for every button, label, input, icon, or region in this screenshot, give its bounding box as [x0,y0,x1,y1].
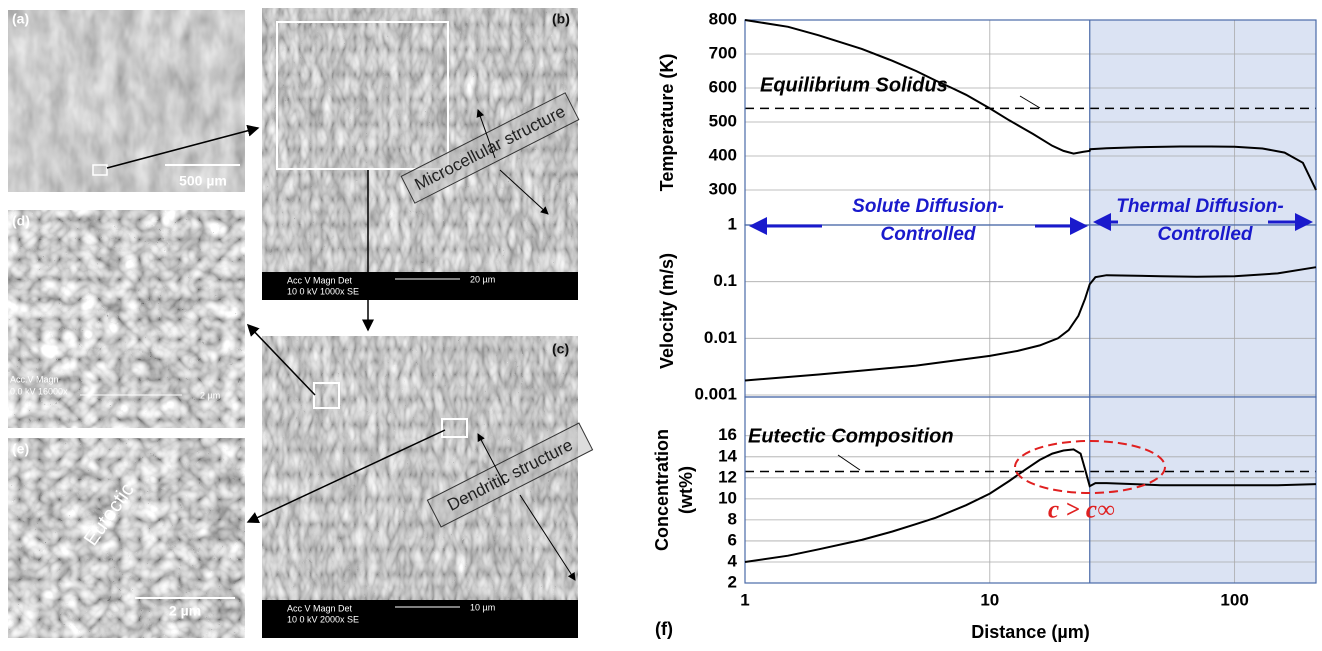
leader [1019,95,1041,109]
scale-label: 2 µm [200,390,220,400]
shaded-region [1089,225,1316,397]
y-tick-label: 8 [728,509,737,528]
panel-label: (e) [12,441,29,457]
info-line: Acc V Magn Det [287,603,353,613]
ref-line-label: Equilibrium Solidus [760,74,948,96]
info-line: 10 0 kV 1000x SE [287,286,359,296]
info-line: 0.0 kV 16000x [10,386,68,396]
y-tick-label: 800 [709,9,737,28]
y-axis-label: Velocity (m/s) [657,253,677,369]
micrograph-a: 500 µm (a) [8,10,245,192]
y-tick-label: 0.01 [704,328,737,347]
info-line: 10 0 kV 2000x SE [287,614,359,624]
data-line [744,448,1317,563]
connector-arrows [106,124,446,523]
region-label: Solute Diffusion- [852,196,1004,217]
region-label: Controlled [881,224,976,245]
panel-label: (a) [12,11,29,27]
micrograph-d: Acc.V Magn 0.0 kV 16000x 2 µm (d) [8,210,245,428]
y-tick-label: 300 [709,179,737,198]
scale-label: 20 µm [470,274,495,284]
y-axis-label: Concentration [652,429,672,551]
plot: 300 400 500 600 700 800 Temperature (K) 0.001 0.… [652,9,1317,642]
note: c > c∞ [1048,497,1115,524]
y-tick-label: 600 [709,77,737,96]
panel-label: (c) [552,341,569,357]
y-tick-label: 1 [728,214,737,233]
leader [837,454,861,471]
x-tick-label: 1 [740,590,749,609]
y-tick-label: 10 [718,488,737,507]
panel-label: (b) [552,11,570,27]
info-line: Acc V Magn Det [287,275,353,285]
scale-label: 500 µm [179,173,227,189]
y-tick-label: 400 [709,145,737,164]
info-line: Acc.V Magn [10,374,59,384]
micrograph-b: Acc V Magn Det 10 0 kV 1000x SE 20 µm Mi… [262,8,580,300]
region-label: Controlled [1158,224,1253,245]
plot-frame [744,396,1317,584]
y-tick-label: 0.1 [713,271,737,290]
x-axis-label: Distance (µm) [971,622,1089,642]
y-tick-label: 700 [709,43,737,62]
y-tick-label: 0.001 [694,384,737,403]
y-tick-label: 14 [718,446,737,465]
y-tick-label: 4 [728,551,738,570]
micrograph-c: Acc V Magn Det 10 0 kV 2000x SE 10 µm De… [262,336,594,638]
x-tick-label: 10 [980,590,999,609]
y-tick-label: 6 [728,530,737,549]
scale-label: 2 µm [169,603,201,619]
data-line [744,19,1317,191]
y-tick-label: 2 [728,572,737,591]
data-line [744,266,1317,382]
panel-label: (f) [655,619,673,639]
y-tick-label: 500 [709,111,737,130]
highlight-ellipse [1014,440,1166,494]
micrograph-e: 2 µm Eutectic (e) [8,438,245,638]
scale-label: 10 µm [470,602,495,612]
ref-line-label: Eutectic Composition [748,425,954,447]
panel-label: (d) [12,213,30,229]
region-label: Thermal Diffusion- [1116,196,1284,217]
y-tick-label: 16 [718,425,737,444]
region-arrows [749,213,1313,235]
shaded-region [1089,20,1316,225]
y-tick-label: 12 [718,467,737,486]
y-axis-label: Temperature (K) [657,54,677,192]
x-tick-label: 100 [1220,590,1248,609]
y-axis-label: (wt%) [676,466,696,514]
